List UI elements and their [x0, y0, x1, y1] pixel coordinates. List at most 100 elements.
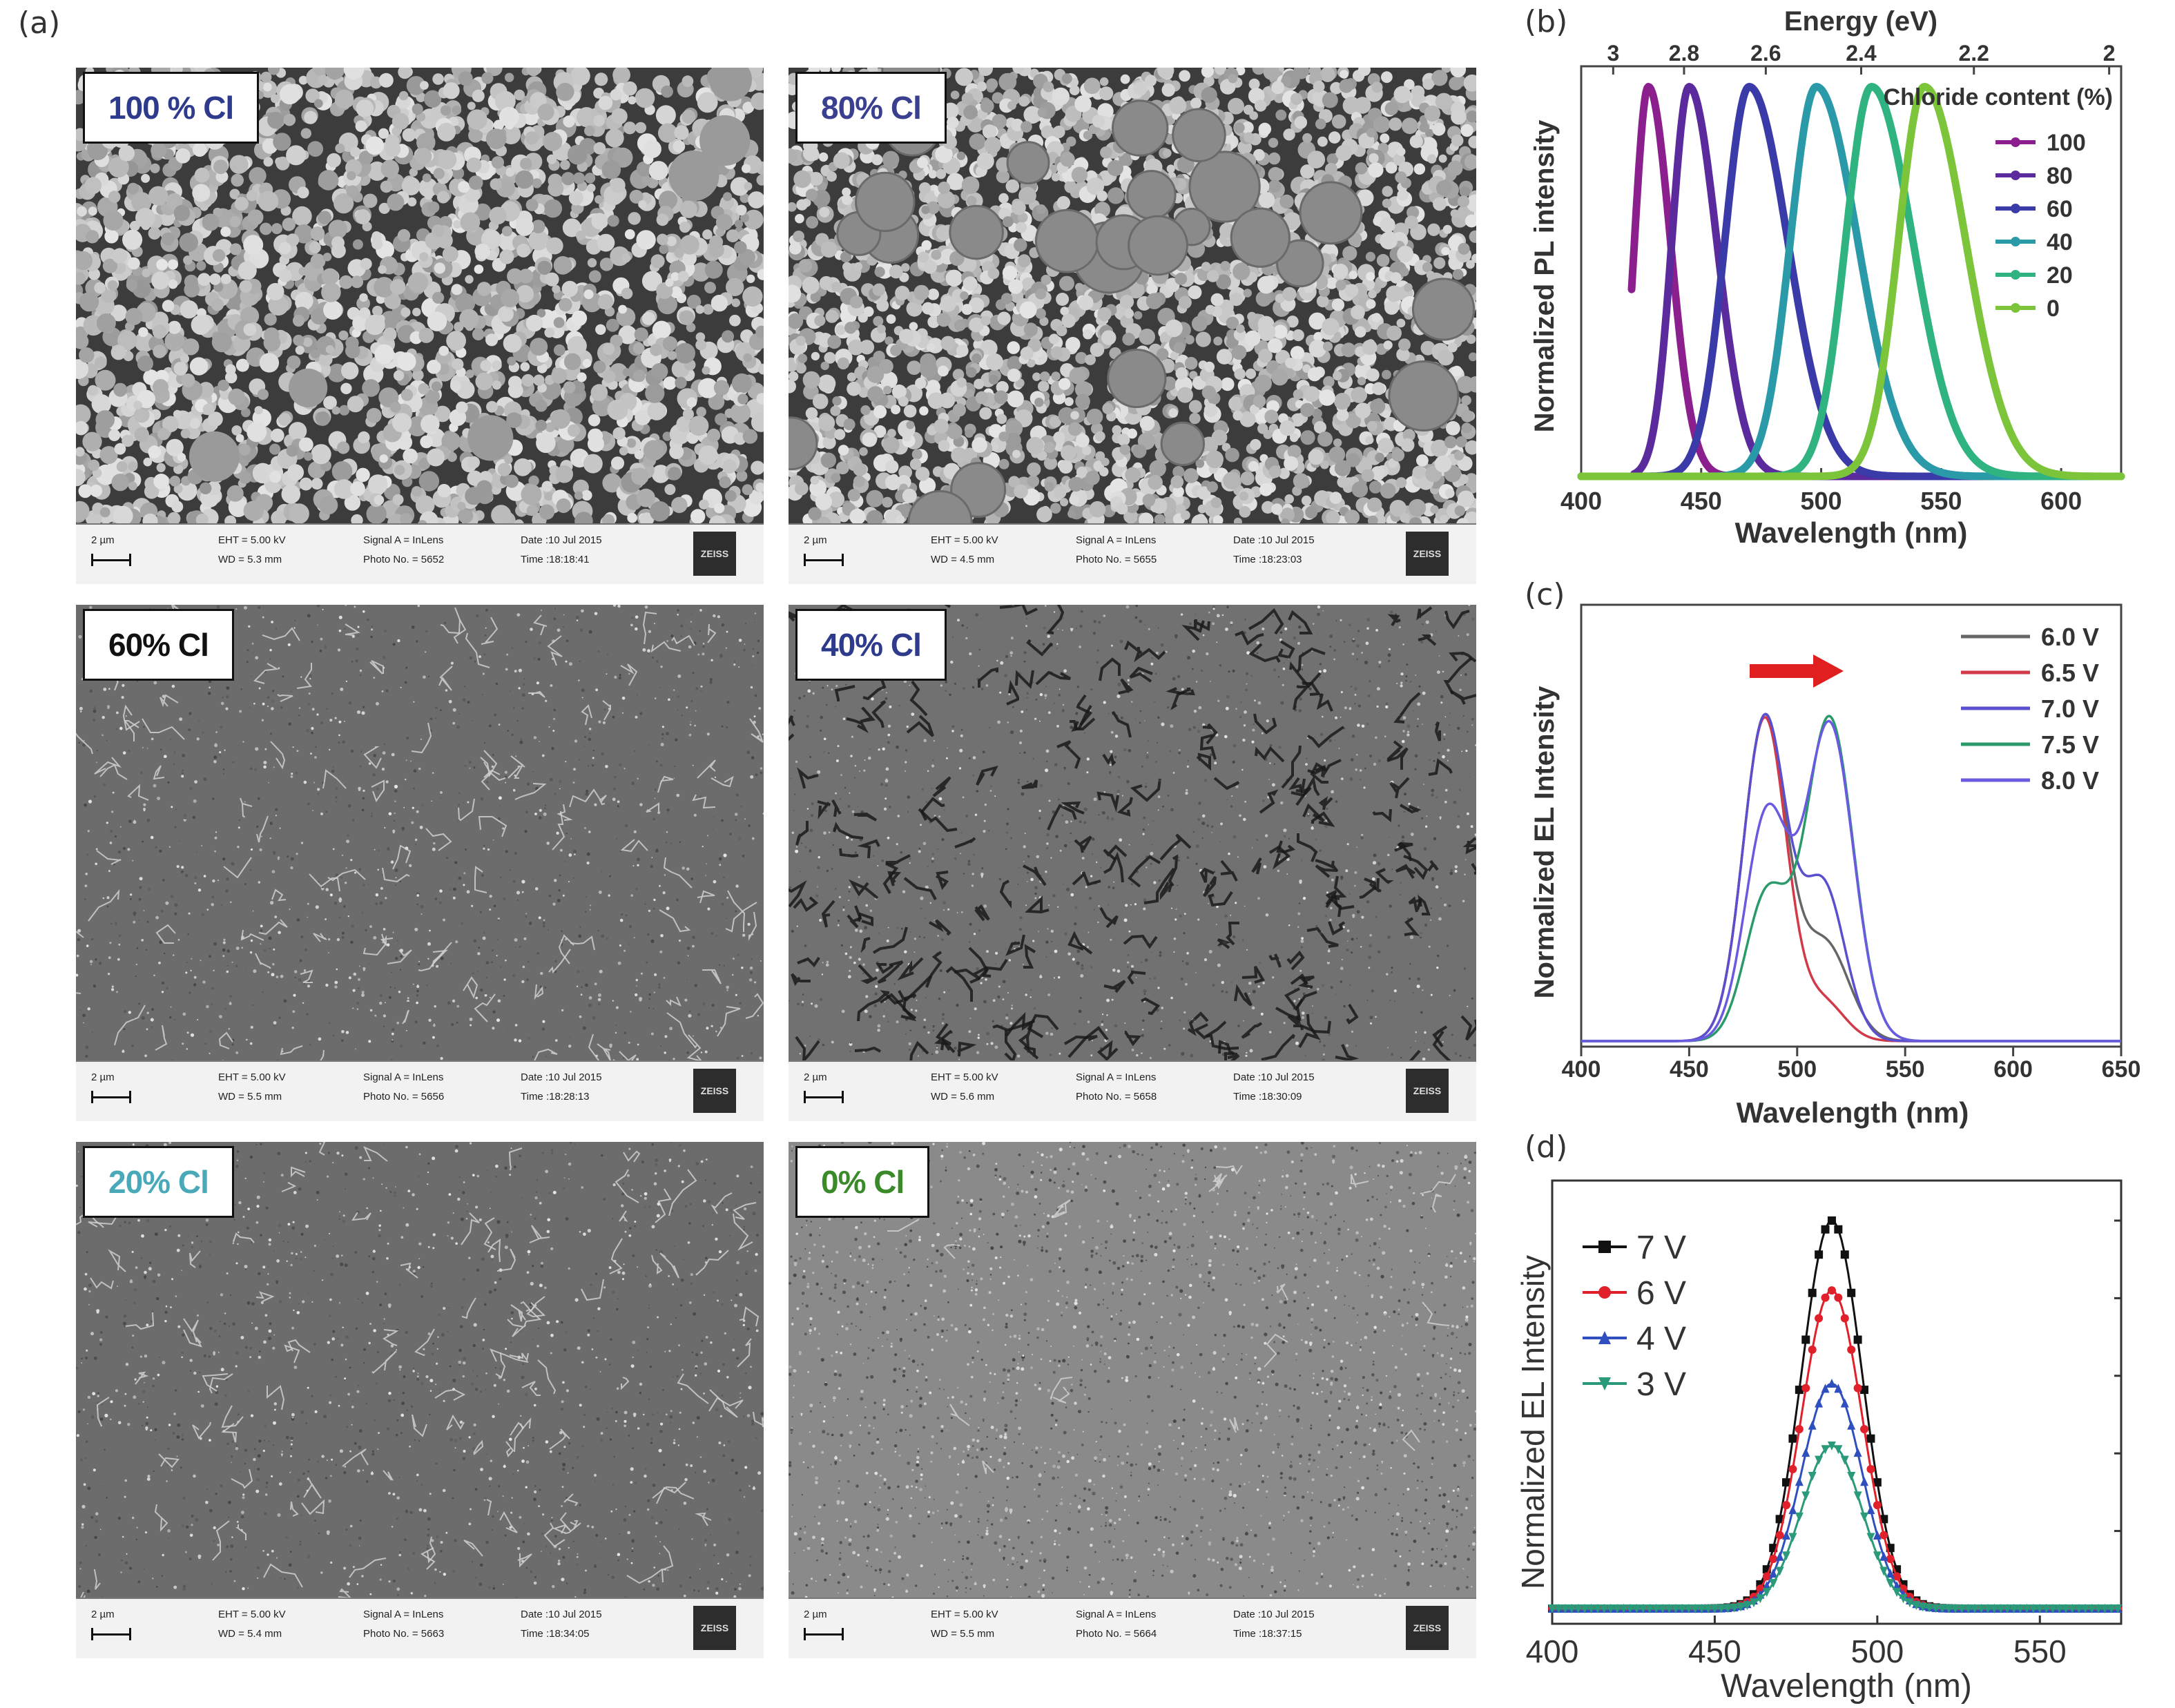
sem-time: Time :18:18:41 [521, 554, 590, 565]
sem-texture [789, 68, 1476, 525]
sem-time: Time :18:34:05 [521, 1628, 590, 1640]
data-point [1834, 1445, 1843, 1455]
data-point [1938, 1604, 1947, 1613]
data-point [1587, 1604, 1596, 1613]
data-point [1730, 1603, 1739, 1613]
legend-label: 4 V [1636, 1321, 1686, 1357]
x-tick-label: 650 [2102, 1056, 2141, 1083]
legend-label: 20 [2047, 262, 2073, 289]
sem-texture [76, 68, 764, 525]
series-line [1581, 715, 2121, 1042]
data-point [1983, 1604, 1992, 1613]
sem-image-label: 60% Cl [83, 609, 234, 681]
x-tick-label: 550 [1920, 487, 1962, 515]
sem-date: Date :10 Jul 2015 [1233, 1071, 1315, 1083]
x-tick-label: 600 [1993, 1056, 2033, 1083]
el-intensity-chart: 400 450 500 550 7 V 6 V 4 V 3 V Wavelength (nm… [1519, 1179, 2123, 1705]
x-tick-label: 550 [2013, 1633, 2067, 1669]
data-point [1691, 1604, 1700, 1613]
data-point [1847, 1346, 1856, 1355]
data-point [1905, 1598, 1914, 1608]
sem-date: Date :10 Jul 2015 [521, 1609, 602, 1620]
data-point [1769, 1554, 1778, 1563]
data-point [2042, 1604, 2051, 1613]
data-point [2114, 1604, 2123, 1613]
data-point [1821, 1445, 1830, 1455]
data-point [1548, 1604, 1556, 1613]
series-line [1581, 712, 2121, 1042]
x-tick-label: 450 [1681, 487, 1722, 515]
sem-photo: Photo No. = 5652 [363, 554, 445, 565]
scale-bar [91, 554, 131, 566]
data-point [1762, 1581, 1771, 1591]
legend-label: 40 [2047, 229, 2073, 255]
data-point [1931, 1604, 1940, 1613]
data-point [1678, 1604, 1687, 1613]
data-point [1808, 1288, 1817, 1297]
data-point [2016, 1604, 2025, 1613]
data-point [1598, 1377, 1611, 1390]
zeiss-logo: ZEISS [1406, 1069, 1449, 1113]
sem-image-label: 20% Cl [83, 1146, 234, 1218]
data-point [2009, 1604, 2018, 1613]
legend-marker [2011, 237, 2020, 246]
sem-signal: Signal A = InLens [1076, 1071, 1157, 1083]
sem-texture [76, 605, 764, 1062]
data-point [1717, 1604, 1726, 1613]
panel-label-a: (a) [18, 6, 61, 41]
data-point [1737, 1602, 1746, 1612]
data-point [1827, 1286, 1836, 1295]
data-point [1775, 1531, 1784, 1540]
data-point [1827, 1216, 1836, 1225]
data-point [1652, 1604, 1661, 1613]
sem-wd: WD = 4.5 mm [931, 554, 995, 565]
sem-info-bar: 2 µm EHT = 5.00 kV WD = 5.5 mm Signal A = I… [76, 1060, 764, 1121]
sem-photo: Photo No. = 5655 [1076, 554, 1157, 565]
data-point [1808, 1346, 1817, 1355]
data-point [1808, 1420, 1817, 1430]
sem-texture [789, 1142, 1476, 1599]
data-point [1873, 1530, 1882, 1540]
data-point [1971, 1604, 1980, 1613]
data-point [1873, 1478, 1882, 1487]
series-line [1581, 716, 2121, 1042]
data-point [1801, 1491, 1810, 1501]
legend-label: 80 [2047, 163, 2073, 189]
data-point [1918, 1602, 1927, 1612]
x2-tick-label: 3 [1607, 41, 1619, 66]
scale-bar [804, 554, 844, 566]
data-point [1788, 1533, 1797, 1542]
sem-scale-text: 2 µm [91, 1071, 115, 1083]
data-point [1815, 1250, 1824, 1259]
data-point [1879, 1551, 1888, 1561]
data-point [1853, 1384, 1862, 1392]
legend-label: 6.5 V [2041, 659, 2099, 687]
sem-signal: Signal A = InLens [363, 1071, 444, 1083]
data-point [1886, 1569, 1895, 1578]
sem-date: Date :10 Jul 2015 [1233, 1609, 1315, 1620]
x-tick-label: 400 [1560, 487, 1602, 515]
data-point [1925, 1603, 1934, 1613]
data-point [1593, 1604, 1602, 1613]
sem-eht: EHT = 5.00 kV [931, 534, 998, 546]
sem-image-label: 100 % Cl [83, 72, 260, 144]
data-point [1912, 1601, 1921, 1611]
legend-label: 0 [2047, 295, 2060, 322]
sem-date: Date :10 Jul 2015 [521, 1071, 602, 1083]
legend-label: 7 V [1636, 1230, 1686, 1266]
sem-wd: WD = 5.5 mm [931, 1628, 995, 1640]
chart-c-plot-frame [1580, 603, 2123, 1048]
sem-date: Date :10 Jul 2015 [521, 534, 602, 546]
chart-b-ylabel: Normalized PL intensity [1529, 119, 1560, 432]
sem-date: Date :10 Jul 2015 [1233, 534, 1315, 546]
sem-texture [789, 605, 1476, 1062]
data-point [1600, 1604, 1609, 1613]
data-point [1834, 1225, 1843, 1234]
sem-info-bar: 2 µm EHT = 5.00 kV WD = 5.3 mm Signal A = I… [76, 523, 764, 584]
data-point [2029, 1604, 2038, 1613]
data-point [1827, 1379, 1836, 1388]
data-point [1821, 1225, 1830, 1234]
data-point [1574, 1604, 1583, 1613]
data-point [1847, 1288, 1856, 1297]
chart-d-ylabel: Normalized EL Intensity [1519, 1255, 1551, 1589]
